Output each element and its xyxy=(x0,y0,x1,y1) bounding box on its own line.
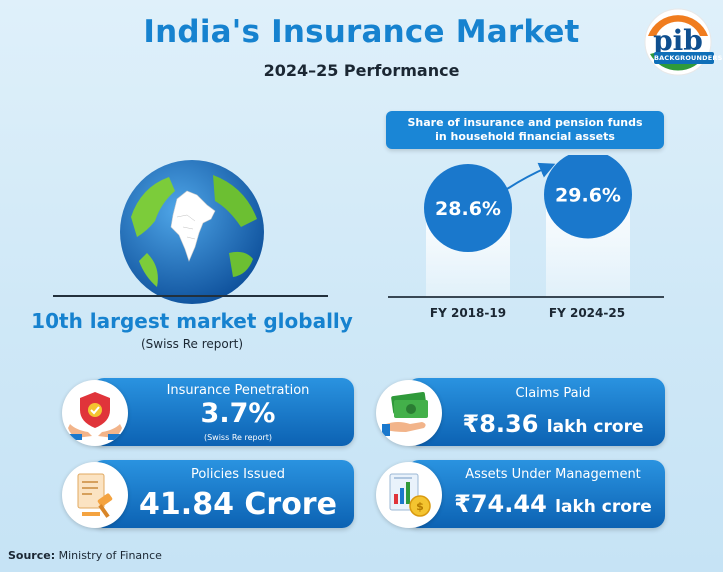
share-bar-1-value-label: 28.6% xyxy=(435,198,501,220)
share-chart-title-line2: in household financial assets xyxy=(435,130,615,143)
share-chart-title: Share of insurance and pension funds in … xyxy=(386,111,664,149)
aum-value: ₹74.44 xyxy=(454,490,547,518)
share-chart-category-1: FY 2018-19 xyxy=(429,306,507,320)
share-chart: 28.6% 29.6% xyxy=(388,155,664,298)
share-bar-2-value-label: 29.6% xyxy=(555,184,621,206)
policies-heading: Policies Issued xyxy=(190,467,286,482)
share-bar-2-marker xyxy=(544,155,632,239)
ranking-headline: 10th largest market globally xyxy=(31,309,353,333)
policies-value: 41.84 Crore xyxy=(139,487,337,522)
growth-arrow-icon xyxy=(503,162,556,192)
aum-value-line: ₹74.44 lakh crore xyxy=(407,490,665,518)
penetration-value: 3.7% xyxy=(200,398,276,429)
pib-logo-badge: BACKGROUNDERS xyxy=(654,52,723,64)
source-note: Source: Ministry of Finance xyxy=(8,549,162,562)
ranking-source: (Swiss Re report) xyxy=(140,337,244,351)
source-value: Ministry of Finance xyxy=(58,549,162,562)
claims-heading: Claims Paid xyxy=(515,386,591,401)
claims-unit: lakh crore xyxy=(546,417,644,437)
aum-heading: Assets Under Management xyxy=(465,467,641,482)
aum-unit: lakh crore xyxy=(555,497,652,517)
claims-value: ₹8.36 xyxy=(462,410,539,438)
page-title: India's Insurance Market xyxy=(143,14,580,50)
source-label: Source: xyxy=(8,549,56,562)
document-gavel-icon xyxy=(62,462,128,528)
share-bar-1-marker xyxy=(424,164,512,253)
policies-card: Policies Issued 41.84 Crore xyxy=(92,460,354,528)
globe-underline xyxy=(53,295,328,297)
share-chart-category-2: FY 2024-25 xyxy=(548,306,626,320)
share-chart-title-line1: Share of insurance and pension funds xyxy=(407,116,643,129)
svg-text:$: $ xyxy=(416,500,424,513)
globe-icon xyxy=(120,160,264,304)
claims-value-line: ₹8.36 lakh crore xyxy=(407,410,665,438)
penetration-card: Insurance Penetration 3.7% (Swiss Re rep… xyxy=(92,378,354,446)
claims-card: Claims Paid ₹8.36 lakh crore xyxy=(407,378,665,446)
cash-hand-icon xyxy=(376,380,442,446)
pib-logo: pib xyxy=(644,8,712,76)
penetration-heading: Insurance Penetration xyxy=(166,383,310,398)
pib-logo-text: pib xyxy=(653,24,703,57)
report-coin-icon: $ xyxy=(376,462,442,528)
page-subtitle: 2024–25 Performance xyxy=(263,61,460,80)
aum-card: Assets Under Management ₹74.44 lakh cror… xyxy=(407,460,665,528)
shield-hands-icon xyxy=(62,380,128,446)
penetration-note: (Swiss Re report) xyxy=(203,433,273,442)
